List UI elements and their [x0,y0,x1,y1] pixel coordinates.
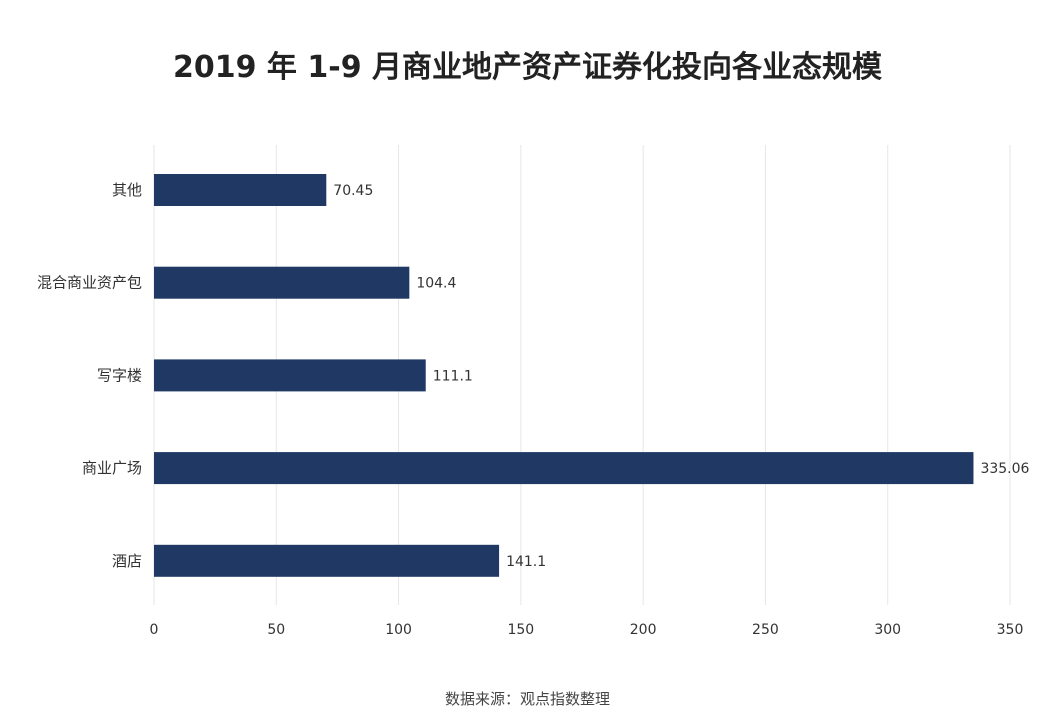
data-label: 104.4 [416,276,456,292]
x-tick-label: 350 [997,622,1024,638]
data-label: 335.06 [980,461,1029,477]
data-label: 111.1 [433,368,473,384]
x-tick-label: 50 [267,622,285,638]
x-tick-label: 0 [150,622,159,638]
category-label: 酒店 [112,552,142,570]
x-tick-label: 200 [630,622,657,638]
chart-title: 2019 年 1-9 月商业地产资产证券化投向各业态规模 [172,50,883,85]
bars [154,174,974,577]
data-labels: 70.45 104.4 111.1 335.06 141.1 [333,183,1029,570]
bar [154,544,500,577]
data-label: 141.1 [506,554,546,570]
bar [154,266,410,299]
bar [154,359,426,392]
x-tick-label: 100 [385,622,412,638]
bar [154,174,327,206]
category-label: 写字楼 [97,366,142,384]
x-tick-label: 150 [507,622,534,638]
x-tick-label: 250 [752,622,779,638]
data-label: 70.45 [333,183,373,199]
x-axis-ticks: 0 50 100 150 200 250 300 350 [150,622,1024,638]
x-tick-label: 300 [874,622,901,638]
source-note: 数据来源：观点指数整理 [444,690,610,708]
category-label: 混合商业资产包 [37,274,142,292]
bar [154,452,974,485]
category-label: 其他 [112,181,142,199]
category-label: 商业广场 [82,459,142,477]
